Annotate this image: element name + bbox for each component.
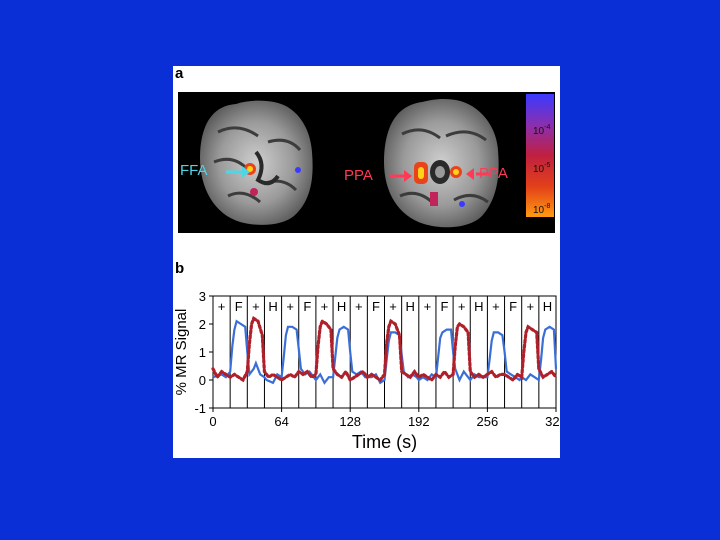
block-label: H — [406, 299, 415, 314]
ppa-right-label: PPA — [479, 165, 508, 182]
x-tick-label: 320 — [545, 414, 560, 429]
block-label: H — [543, 299, 552, 314]
block-label: + — [492, 299, 500, 314]
block-label: + — [424, 299, 432, 314]
block-label: + — [321, 299, 329, 314]
x-tick-label: 128 — [339, 414, 361, 429]
dotted-series-line — [211, 315, 558, 383]
ffa-label: FFA — [180, 162, 208, 179]
block-label: H — [268, 299, 277, 314]
block-label: + — [218, 299, 226, 314]
block-label: + — [526, 299, 534, 314]
figure: a — [173, 65, 560, 458]
block-label: H — [474, 299, 483, 314]
brain-slices-svg — [200, 94, 554, 228]
colorbar-tick-label: 10-8 — [533, 203, 551, 216]
block-label: + — [389, 299, 397, 314]
left-brain-slice — [200, 100, 313, 225]
block-label: F — [235, 299, 243, 314]
y-tick-label: 2 — [199, 317, 206, 332]
block-label: F — [509, 299, 517, 314]
panel-b-letter: b — [175, 260, 185, 277]
x-tick-label: 192 — [408, 414, 430, 429]
block-label: + — [286, 299, 294, 314]
colorbar-tick-label: 10-4 — [533, 124, 551, 137]
ffa-arrow — [226, 166, 250, 178]
block-label: + — [355, 299, 363, 314]
ppa-left-arrow — [390, 170, 412, 182]
right-brain-slice — [384, 98, 499, 228]
p-value-colorbar — [526, 94, 554, 217]
ppa-right-arrow — [466, 168, 490, 180]
x-tick-label: 256 — [477, 414, 499, 429]
block-label: + — [252, 299, 260, 314]
y-tick-label: 0 — [199, 373, 206, 388]
y-tick-label: -1 — [194, 401, 206, 416]
block-label: H — [337, 299, 346, 314]
block-label: F — [441, 299, 449, 314]
x-tick-label: 64 — [274, 414, 288, 429]
y-tick-label: 1 — [199, 345, 206, 360]
ppa-left-label: PPA — [344, 167, 373, 184]
panel-a-letter: a — [175, 65, 184, 82]
x-tick-label: 0 — [209, 414, 216, 429]
x-axis-label: Time (s) — [352, 432, 417, 452]
y-axis-label: % MR Signal — [173, 309, 190, 396]
y-tick-label: 3 — [199, 289, 206, 304]
block-label: F — [303, 299, 311, 314]
colorbar-tick-label: 10-5 — [533, 162, 551, 175]
mri-brain-image: FFA PPA PPA 10-4 10-5 10-8 — [178, 92, 555, 233]
block-label: + — [458, 299, 466, 314]
block-label: F — [372, 299, 380, 314]
